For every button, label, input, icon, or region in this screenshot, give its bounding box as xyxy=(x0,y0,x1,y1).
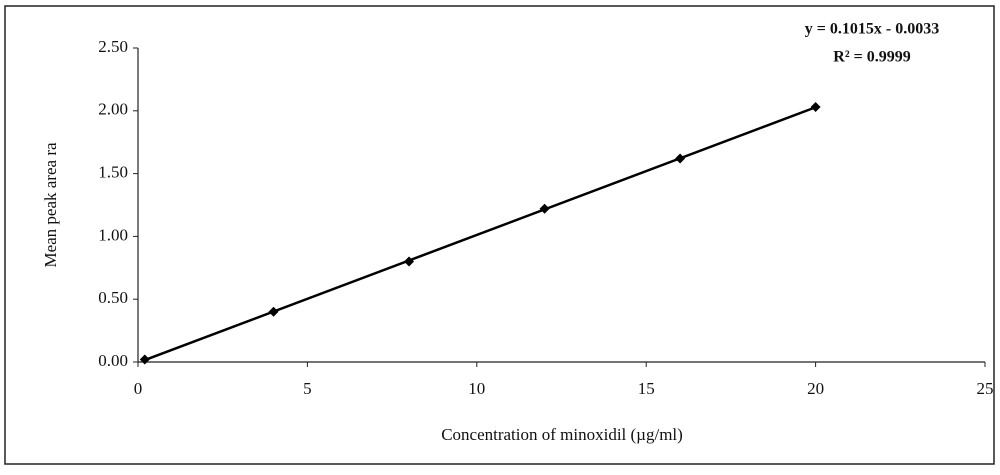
r-squared: R² = 0.9999 xyxy=(833,49,910,66)
data-point xyxy=(404,256,415,267)
x-tick-label: 25 xyxy=(977,379,994,398)
y-tick-label: 1.00 xyxy=(98,225,128,244)
data-point xyxy=(268,306,279,317)
x-tick-label: 15 xyxy=(638,379,655,398)
x-tick-label: 5 xyxy=(303,379,312,398)
y-tick-label: 0.00 xyxy=(98,351,128,370)
data-point xyxy=(810,102,821,113)
y-tick-label: 1.50 xyxy=(98,163,128,182)
y-tick-label: 2.50 xyxy=(98,37,128,56)
data-point xyxy=(139,354,150,365)
y-axis-label: Mean peak area ra xyxy=(41,142,60,268)
x-axis-label: Concentration of minoxidil (µg/ml) xyxy=(441,425,683,444)
chart-border xyxy=(4,5,995,465)
data-point xyxy=(539,203,550,214)
equation: y = 0.1015x - 0.0033 xyxy=(805,21,939,38)
data-point xyxy=(675,153,686,164)
x-tick-label: 10 xyxy=(468,379,485,398)
x-tick-label: 20 xyxy=(807,379,824,398)
x-tick-label: 0 xyxy=(134,379,143,398)
y-tick-label: 2.00 xyxy=(98,100,128,119)
trendline xyxy=(144,106,817,362)
y-tick-label: 0.50 xyxy=(98,288,128,307)
